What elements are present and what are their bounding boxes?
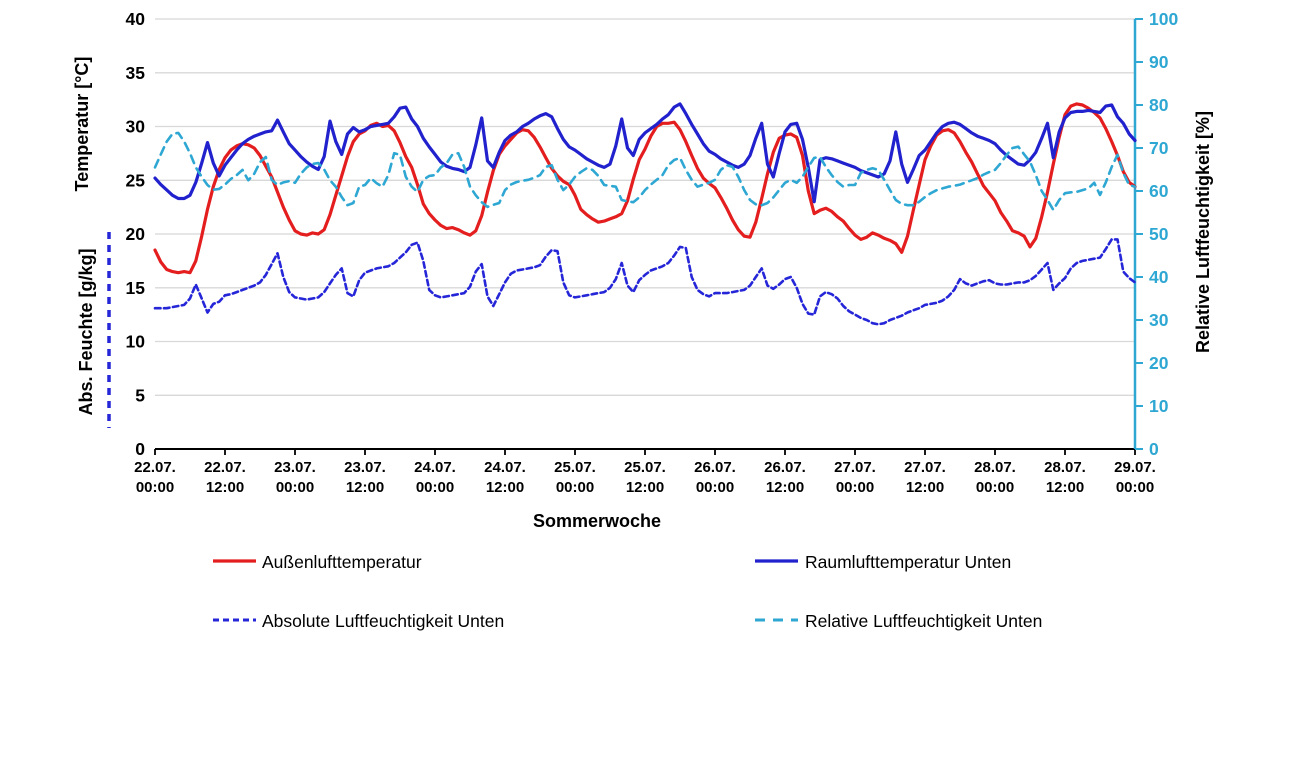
x-axis-tick-label: 25.07. 00:00: [554, 459, 596, 496]
left-axis-tick-label: 20: [126, 224, 146, 244]
x-axis-tick-label: 22.07. 12:00: [204, 459, 246, 496]
left-axis-title-temperature: Temperatur [°C]: [72, 57, 92, 192]
legend-label-raumlufttemperatur: Raumlufttemperatur Unten: [805, 552, 1011, 572]
series-line-1: [153, 102, 1137, 204]
x-axis-tick-label: 26.07. 12:00: [764, 459, 806, 496]
x-axis-tick-label: 26.07. 00:00: [694, 459, 736, 496]
series-line-0: [153, 102, 1137, 275]
left-axis-labels: 0 5 10 15 20 25 30 35 40: [126, 9, 146, 459]
legend: Außenlufttemperatur Raumlufttemperatur U…: [213, 552, 1042, 631]
x-axis-tick-label: 24.07. 12:00: [484, 459, 526, 496]
right-axis-tick-label: 10: [1149, 396, 1169, 416]
x-axis-tick-label: 23.07. 12:00: [344, 459, 386, 496]
left-axis-tick-label: 15: [126, 278, 146, 298]
right-axis-tick-label: 40: [1149, 267, 1169, 287]
gridlines: [155, 18, 1135, 396]
right-axis-tick-label: 90: [1149, 52, 1169, 72]
legend-label-relative-luftfeuchtigkeit: Relative Luftfeuchtigkeit Unten: [805, 611, 1042, 631]
right-axis-tick-label: 50: [1149, 224, 1169, 244]
right-axis-tick-label: 80: [1149, 95, 1169, 115]
left-axis-tick-label: 5: [135, 385, 145, 405]
left-axis-tick-label: 30: [126, 117, 146, 137]
x-axis-tick-label: 23.07. 00:00: [274, 459, 316, 496]
right-axis-title-relative-humidity: Relative Luftfeuchtigkeit [%]: [1193, 111, 1213, 353]
legend-label-absolute-luftfeuchtigkeit: Absolute Luftfeuchtigkeit Unten: [262, 611, 504, 631]
right-axis-tick-label: 20: [1149, 353, 1169, 373]
right-axis-tick-label: 70: [1149, 138, 1169, 158]
left-axis-tick-label: 35: [126, 63, 146, 83]
x-axis-tick-label: 25.07. 12:00: [624, 459, 666, 496]
left-axis-tick-label: 10: [126, 332, 146, 352]
left-axis-tick-label: 0: [135, 439, 145, 459]
right-axis-tick-label: 30: [1149, 310, 1169, 330]
x-axis-tick-label: 27.07. 00:00: [834, 459, 876, 496]
right-axis: 0 10 20 30 40 50 60 70 80 90 100: [1133, 9, 1178, 459]
x-axis-title: Sommerwoche: [533, 511, 661, 531]
left-axis-tick-label: 25: [126, 170, 146, 190]
x-axis-tick-label: 29.07. 00:00: [1114, 459, 1156, 496]
x-axis-tick-label: 27.07. 12:00: [904, 459, 946, 496]
series-lines: [153, 102, 1137, 326]
left-axis-title-abs-feuchte: Abs. Feuchte [g/kg]: [76, 248, 96, 415]
series-line-3: [153, 131, 1137, 212]
x-axis-tick-label: 24.07. 00:00: [414, 459, 456, 496]
x-axis: 22.07. 00:00 22.07. 12:00 23.07. 00:00 23.07. 1…: [134, 448, 1156, 496]
right-axis-tick-label: 60: [1149, 181, 1169, 201]
x-axis-tick-label: 28.07. 12:00: [1044, 459, 1086, 496]
legend-label-aussenlufttemperatur: Außenlufttemperatur: [262, 552, 422, 572]
x-axis-tick-label: 28.07. 00:00: [974, 459, 1016, 496]
left-axis-tick-label: 40: [126, 9, 146, 29]
series-line-2: [153, 238, 1137, 326]
x-axis-tick-label: 22.07. 00:00: [134, 459, 176, 496]
right-axis-tick-label: 100: [1149, 9, 1178, 29]
right-axis-tick-label: 0: [1149, 439, 1159, 459]
